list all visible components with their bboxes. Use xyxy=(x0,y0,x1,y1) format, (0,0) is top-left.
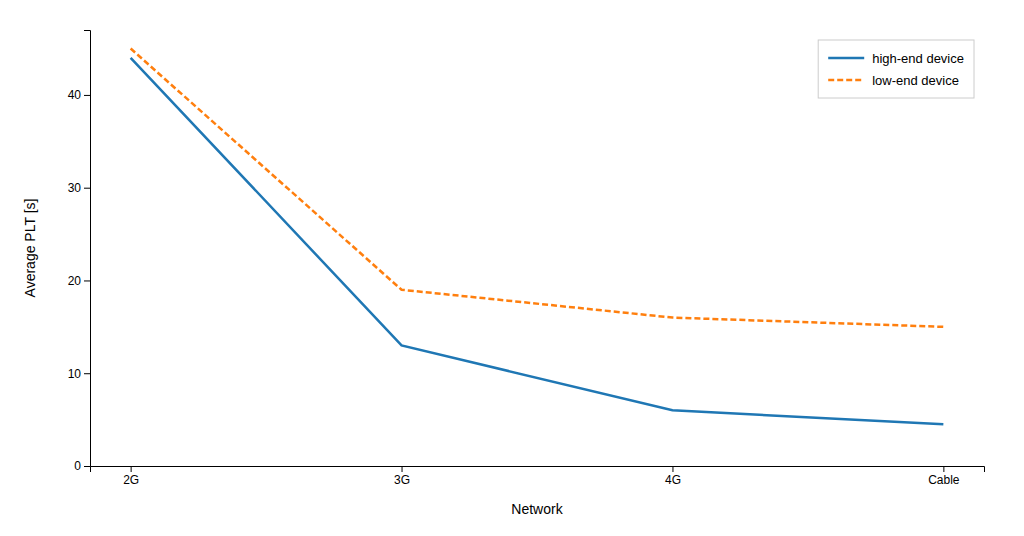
x-tick: 4G xyxy=(665,466,681,487)
x-tick: 3G xyxy=(394,466,410,487)
x-tick-label: 2G xyxy=(123,473,139,487)
tick-mark xyxy=(672,466,673,472)
legend-swatch xyxy=(828,79,864,82)
y-tick: 20 xyxy=(68,274,90,288)
series-line xyxy=(131,58,944,424)
legend-swatch xyxy=(828,57,864,60)
x-tick-label: Cable xyxy=(928,473,960,487)
y-tick-label: 20 xyxy=(68,274,82,288)
y-tick-label: 30 xyxy=(68,181,82,195)
lines xyxy=(131,49,944,425)
chart-svg: 2G 3G 4G Cable 0 10 20 30 40 Network Average PLT [… xyxy=(0,0,1024,536)
tick-mark xyxy=(84,466,90,467)
x-tick: Cable xyxy=(928,466,960,487)
x-tick: 2G xyxy=(123,466,139,487)
x-axis: 2G 3G 4G Cable xyxy=(91,466,985,487)
tick-mark xyxy=(84,280,90,281)
legend-item: high-end device xyxy=(828,51,964,66)
y-axis-title: Average PLT [s] xyxy=(22,199,38,298)
tick-mark xyxy=(943,466,944,472)
x-tick-label: 3G xyxy=(394,473,410,487)
legend-box xyxy=(818,40,974,98)
tick-mark xyxy=(402,466,403,472)
axis-line xyxy=(91,467,985,473)
y-tick: 40 xyxy=(68,88,90,102)
x-tick-label: 4G xyxy=(665,473,681,487)
plot-area: 2G 3G 4G Cable 0 10 20 30 40 Network Average PLT [… xyxy=(22,31,985,518)
tick-mark xyxy=(84,188,90,189)
tick-mark xyxy=(131,466,132,472)
y-tick-label: 0 xyxy=(74,459,81,473)
legend-label: low-end device xyxy=(872,73,959,88)
x-axis-title: Network xyxy=(511,501,563,517)
legend-label: high-end device xyxy=(872,51,964,66)
y-tick: 0 xyxy=(74,459,90,473)
legend-item: low-end device xyxy=(828,73,959,88)
y-tick: 10 xyxy=(68,367,90,381)
y-tick-label: 10 xyxy=(68,367,82,381)
legend: high-end device low-end device xyxy=(818,40,974,98)
y-axis: 0 10 20 30 40 xyxy=(68,31,91,474)
axis-line xyxy=(84,31,91,467)
y-tick-label: 40 xyxy=(68,88,82,102)
chart-container: 2G 3G 4G Cable 0 10 20 30 40 Network Average PLT [… xyxy=(0,0,1024,536)
tick-mark xyxy=(84,95,90,96)
y-tick: 30 xyxy=(68,181,90,195)
tick-mark xyxy=(84,373,90,374)
